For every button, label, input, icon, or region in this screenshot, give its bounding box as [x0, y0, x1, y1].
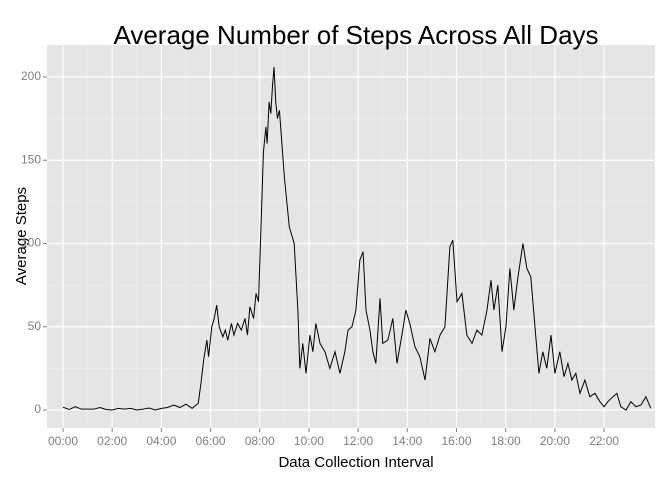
y-tick-label: 200: [21, 69, 41, 83]
x-tick-label: 08:00: [245, 434, 275, 448]
x-tick-label: 00:00: [48, 434, 78, 448]
x-tick-label: 10:00: [294, 434, 324, 448]
y-tick-label: 100: [21, 236, 41, 250]
series-line: [62, 66, 652, 411]
x-tick-label: 12:00: [343, 434, 373, 448]
y-tick-label: 0: [34, 402, 41, 416]
x-tick-label: 04:00: [146, 434, 176, 448]
x-axis-label: Data Collection Interval: [278, 454, 433, 471]
y-tick-label: 150: [21, 152, 41, 166]
x-tick-label: 16:00: [441, 434, 471, 448]
plot-panel: [47, 45, 655, 428]
x-tick-label: 20:00: [540, 434, 570, 448]
y-axis-label: Average Steps: [13, 187, 30, 285]
chart-title: Average Number of Steps Across All Days: [113, 20, 598, 50]
x-tick-label: 14:00: [392, 434, 422, 448]
x-tick-label: 18:00: [491, 434, 521, 448]
y-tick-label: 50: [28, 319, 42, 333]
x-tick-label: 06:00: [196, 434, 226, 448]
x-tick-label: 02:00: [97, 434, 127, 448]
x-tick-label: 22:00: [589, 434, 619, 448]
